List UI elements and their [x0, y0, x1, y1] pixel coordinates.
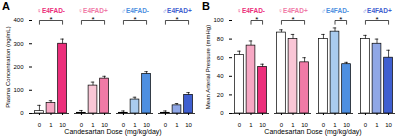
svg-text:0: 0 [364, 122, 368, 127]
html-text:B: B [202, 0, 210, 12]
svg-text:1: 1 [133, 122, 137, 127]
svg-text:*: * [49, 15, 52, 24]
svg-text:♀E4FAD+: ♀E4FAD+ [78, 7, 108, 14]
svg-text:10: 10 [385, 122, 392, 127]
svg-text:200: 200 [13, 64, 24, 70]
svg-text:*: * [133, 15, 136, 24]
svg-text:♀E4FAD+: ♀E4FAD+ [278, 7, 308, 14]
svg-text:♀E4FAD-: ♀E4FAD- [237, 7, 265, 14]
svg-text:0: 0 [322, 122, 326, 127]
svg-text:10: 10 [59, 122, 66, 127]
svg-text:10: 10 [101, 122, 108, 127]
svg-text:*: * [91, 15, 94, 24]
svg-text:*: * [255, 15, 258, 24]
html-text:Candesartan Dose (mg/kg/day): Candesartan Dose (mg/kg/day) [264, 128, 362, 135]
svg-text:10: 10 [343, 122, 350, 127]
svg-text:0: 0 [280, 122, 284, 127]
svg-text:1: 1 [175, 122, 179, 127]
svg-text:1: 1 [49, 122, 53, 127]
html-text:Candesartan Dose (mg/kg/day): Candesartan Dose (mg/kg/day) [64, 128, 162, 135]
svg-text:1: 1 [291, 122, 295, 127]
svg-text:100: 100 [13, 87, 24, 93]
svg-text:80: 80 [217, 36, 224, 42]
svg-text:0: 0 [220, 110, 224, 116]
svg-text:10: 10 [259, 122, 266, 127]
svg-text:*: * [175, 15, 178, 24]
svg-text:*: * [375, 15, 378, 24]
svg-text:Mean Arterial Pressure (mmHg): Mean Arterial Pressure (mmHg) [205, 25, 211, 109]
svg-text:10: 10 [185, 122, 192, 127]
svg-text:40: 40 [217, 73, 224, 79]
html-text:A: A [2, 0, 10, 12]
svg-text:0: 0 [164, 122, 168, 127]
svg-text:20: 20 [217, 92, 224, 98]
svg-text:300: 300 [13, 41, 24, 47]
svg-text:400: 400 [13, 17, 24, 23]
svg-text:*: * [339, 15, 342, 24]
svg-text:♀E4FAD-: ♀E4FAD- [37, 7, 65, 14]
svg-text:0: 0 [20, 110, 24, 116]
svg-text:1: 1 [375, 122, 379, 127]
svg-text:♂E4FAD+: ♂E4FAD+ [162, 7, 192, 14]
svg-text:1: 1 [333, 122, 337, 127]
svg-text:60: 60 [217, 55, 224, 61]
svg-text:1: 1 [91, 122, 95, 127]
svg-text:10: 10 [143, 122, 150, 127]
svg-text:10: 10 [301, 122, 308, 127]
svg-text:0: 0 [122, 122, 126, 127]
svg-text:♂E4FAD-: ♂E4FAD- [321, 7, 349, 14]
svg-text:0: 0 [38, 122, 42, 127]
svg-text:100: 100 [213, 17, 224, 23]
svg-text:*: * [291, 15, 294, 24]
svg-text:0: 0 [238, 122, 242, 127]
svg-text:0: 0 [80, 122, 84, 127]
svg-text:♂E4FAD-: ♂E4FAD- [121, 7, 149, 14]
svg-text:1: 1 [249, 122, 253, 127]
svg-text:Plasma Concentration (ng/mL): Plasma Concentration (ng/mL) [5, 26, 11, 107]
svg-text:♂E4FAD+: ♂E4FAD+ [362, 7, 392, 14]
